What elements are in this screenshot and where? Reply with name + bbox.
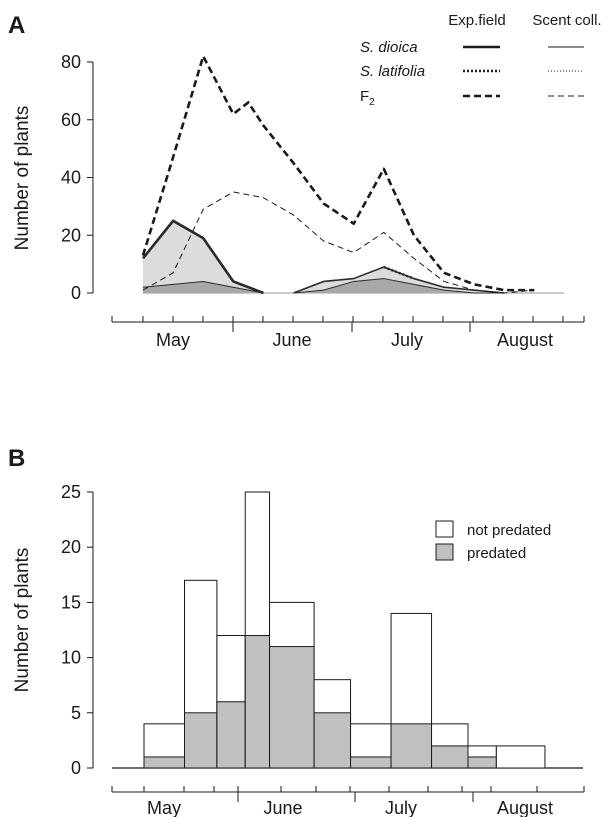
panel-a-legend: Exp.field Scent coll. S. dioica S. latifoli… [360, 12, 602, 108]
panel-a-y-tick-label: 60 [61, 110, 81, 130]
panel-b-month-label: July [385, 798, 417, 817]
panel-b-bar-predated [431, 745, 469, 769]
panel-b-bar-predated [350, 756, 392, 769]
panel-b-bar-predated [269, 646, 315, 769]
panel-a-series-area [143, 220, 264, 293]
panel-a-series-line [142, 280, 264, 294]
panel-a-y-tick-label: 0 [71, 283, 81, 303]
panel-b-bar-predated [390, 723, 433, 769]
panel-b-bar-predated [216, 701, 246, 769]
panel-a-y-axis-title: Number of plants [12, 106, 33, 251]
panel-a-month-label: July [391, 330, 423, 350]
panel-a-month-label: June [272, 330, 311, 350]
panel-a-series-line [141, 54, 535, 292]
panel-a-y-ticks: 0 20 40 60 80 [61, 52, 94, 303]
panel-b-bar-not-predated [495, 745, 546, 769]
panel-a-series-area [293, 278, 505, 293]
panel-b-legend-swatch [435, 520, 454, 538]
panel-a: A Number of plants 0 20 40 60 80 May June July… [8, 12, 602, 350]
panel-a-series-line [142, 191, 535, 294]
panel-b-y-tick-label: 25 [61, 482, 81, 502]
panel-b-bar-predated [184, 712, 218, 769]
panel-b-y-tick-label: 5 [71, 703, 81, 723]
panel-a-series-line [383, 265, 415, 280]
panel-b-month-label: August [497, 798, 553, 817]
panel-a-x-axis: May June July August [111, 316, 585, 350]
panel-b-y-tick-label: 0 [71, 758, 81, 778]
panel-b-y-tick-label: 20 [61, 537, 81, 557]
panel-b-bar-predated [313, 712, 352, 769]
panel-a-series-line [293, 278, 505, 294]
panel-a-legend-label: S. dioica [360, 39, 418, 56]
panel-a-legend-label: S. latifolia [360, 63, 425, 80]
panel-a-letter: A [8, 12, 25, 39]
panel-b: B Number of plants 0 5 10 15 20 25 May June Jul… [8, 445, 585, 817]
panel-b-legend: not predated predated [435, 520, 551, 562]
panel-a-y-tick-label: 80 [61, 52, 81, 72]
panel-a-series-line [141, 219, 264, 295]
panel-b-x-axis: May June July August [111, 786, 585, 817]
panel-a-legend-header-exp: Exp.field [448, 12, 506, 29]
panel-b-y-tick-label: 15 [61, 592, 81, 612]
panel-b-legend-label: predated [467, 545, 526, 562]
panel-a-y-tick-label: 40 [61, 168, 81, 188]
panel-a-month-label: August [497, 330, 553, 350]
panel-b-bar-predated [244, 635, 271, 769]
panel-b-legend-swatch [435, 543, 454, 561]
panel-b-y-ticks: 0 5 10 15 20 25 [61, 482, 94, 778]
panel-b-y-tick-label: 10 [61, 648, 81, 668]
panel-b-bar-predated [467, 756, 497, 769]
panel-b-bars [112, 491, 583, 769]
panel-a-series [141, 54, 565, 295]
panel-b-month-label: May [147, 798, 181, 817]
panel-b-month-label: June [263, 798, 302, 817]
panel-a-legend-label: F2 [360, 88, 375, 108]
panel-b-letter: B [8, 445, 25, 472]
panel-b-bar-predated [143, 756, 185, 769]
panel-a-legend-header-scent: Scent coll. [532, 12, 601, 29]
panel-b-y-axis-title: Number of plants [12, 548, 33, 693]
panel-a-month-label: May [156, 330, 190, 350]
panel-b-legend-label: not predated [467, 522, 551, 539]
panel-a-y-tick-label: 20 [61, 225, 81, 245]
